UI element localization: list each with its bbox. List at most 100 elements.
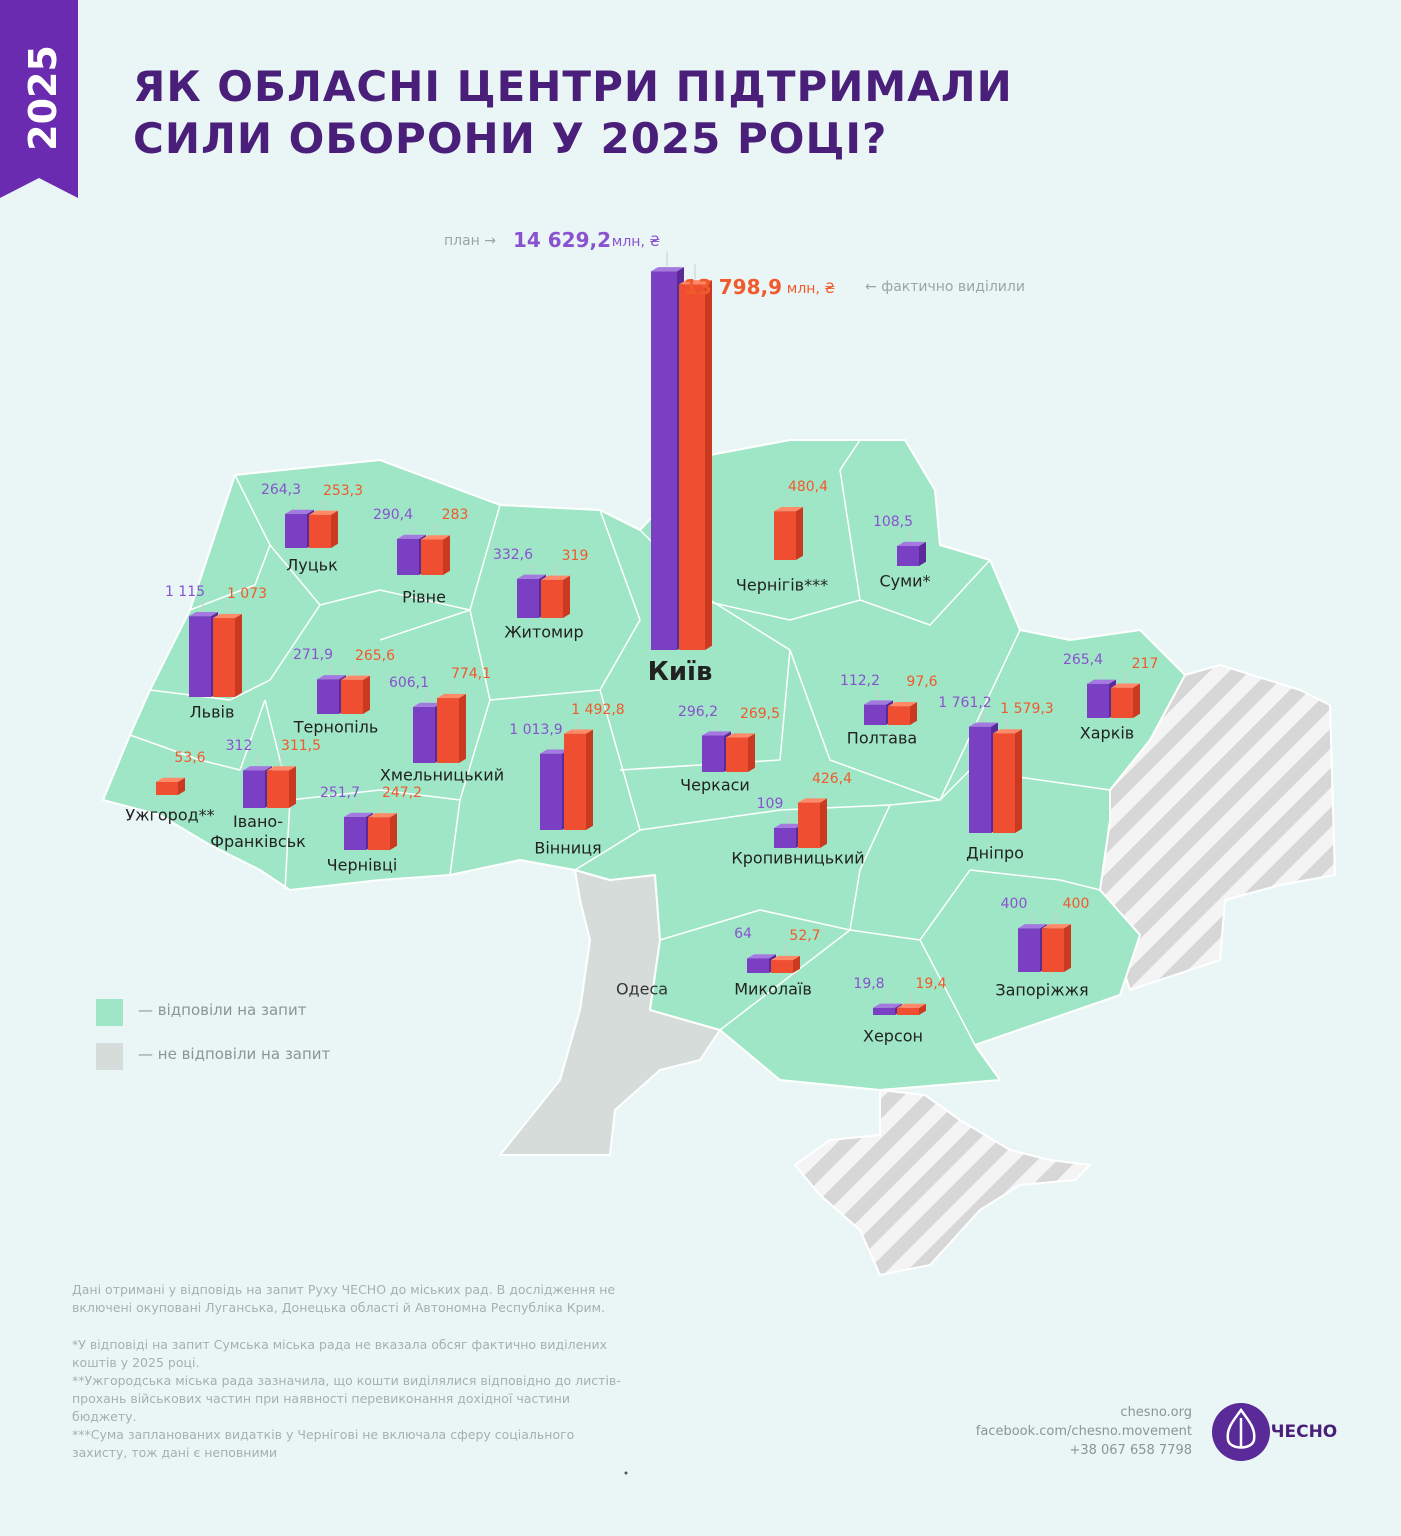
year-ribbon — [0, 0, 78, 198]
occupied-crimea — [794, 1089, 1091, 1276]
bar-top — [897, 1003, 926, 1008]
bar — [651, 271, 677, 650]
value-label: 606,1 — [388, 674, 430, 691]
bar — [702, 735, 724, 772]
footnote: *У відповіді на запит Сумська міська рад… — [72, 1337, 608, 1370]
bar-side — [919, 1003, 926, 1015]
legend-swatch-responded — [96, 999, 123, 1026]
value-label: 19,8 — [853, 975, 885, 992]
value-label: 290,4 — [372, 506, 414, 523]
contact-site: chesno.org — [1120, 1405, 1192, 1420]
city-name: Дніпро — [966, 843, 1024, 863]
bar-top — [189, 611, 218, 617]
city-name: Рівне — [402, 587, 446, 607]
bar-side — [1015, 729, 1022, 833]
bar-side — [331, 510, 338, 548]
bar-top — [156, 777, 185, 782]
city-name: Запоріжжя — [995, 980, 1089, 1000]
bar-top — [702, 731, 731, 736]
plan-unit: млн, ₴ — [611, 234, 661, 250]
bar-top — [541, 575, 570, 580]
value-label: 1 013,9 — [509, 721, 563, 738]
value-label: 217 — [1131, 655, 1159, 672]
bar — [679, 284, 705, 650]
city-name: Херсон — [862, 1026, 924, 1046]
contact-facebook: facebook.com/chesno.movement — [975, 1424, 1192, 1439]
bar — [774, 827, 796, 848]
bar-side — [586, 729, 593, 830]
value-label: 265,4 — [1062, 651, 1104, 668]
bar — [309, 514, 331, 548]
value-label: 311,5 — [280, 738, 322, 755]
bar — [897, 546, 919, 566]
value-label: 269,5 — [739, 705, 781, 722]
footnote: **Ужгородська міська рада зазначила, що … — [72, 1373, 621, 1424]
bar-top — [344, 812, 373, 817]
bar-top — [309, 510, 338, 515]
bar-top — [243, 766, 272, 771]
bar-top — [747, 954, 776, 959]
title-line-1: ЯК ОБЛАСНІ ЦЕНТРИ ПІДТРИМАЛИ — [133, 62, 1013, 111]
bar — [873, 1007, 895, 1015]
value-label: 332,6 — [492, 546, 534, 563]
value-label: 64 — [734, 926, 752, 943]
city-name: Кропивницький — [731, 848, 865, 868]
value-label: 480,4 — [787, 479, 829, 496]
bar-side — [1064, 924, 1071, 972]
value-label: 400 — [1062, 896, 1090, 913]
value-label: 1 115 — [164, 584, 206, 601]
city-name: Ужгород** — [125, 805, 215, 825]
bar-top — [421, 535, 450, 540]
bar — [747, 958, 769, 973]
bar-side — [1133, 683, 1140, 718]
bar-top — [285, 509, 314, 514]
kyiv-actual-value: 13 798,9 — [683, 275, 783, 299]
bar — [413, 706, 435, 763]
responded-regions — [102, 439, 1186, 1091]
city-name: Полтава — [846, 728, 918, 748]
city-name: Чернігів*** — [735, 575, 829, 595]
bar-top — [564, 729, 593, 734]
logo-garlic — [1226, 1407, 1256, 1449]
bar — [888, 706, 910, 725]
legend-not-responded: — не відповіли на запит — [138, 1045, 331, 1063]
bar-top — [437, 693, 466, 699]
bar — [993, 733, 1015, 833]
city-name: Луцьк — [286, 555, 338, 575]
bar — [774, 511, 796, 560]
bar-top — [317, 675, 346, 680]
value-label: 400 — [1000, 896, 1028, 913]
bar — [1042, 928, 1064, 972]
bar — [285, 513, 307, 548]
bar — [897, 1007, 919, 1015]
logo-text: ЧЕСНО — [1270, 1422, 1338, 1442]
city-name: Івано-Франківськ — [210, 812, 306, 851]
value-label: 271,9 — [292, 647, 334, 664]
contact-phone: +38 067 658 7798 — [1069, 1443, 1192, 1458]
bar-top — [774, 507, 803, 512]
bar-side — [910, 702, 917, 725]
city-name: Суми* — [879, 571, 931, 591]
value-label: 296,2 — [677, 703, 719, 720]
value-label: 109 — [756, 795, 784, 812]
value-label: 312 — [225, 738, 253, 755]
bar-side — [796, 507, 803, 560]
bar-top — [341, 675, 370, 680]
bar — [541, 579, 563, 618]
value-label: 1 761,2 — [938, 694, 992, 711]
bar-top — [969, 722, 998, 727]
city-name: Вінниця — [534, 838, 602, 858]
bar — [1018, 928, 1040, 972]
bar-side — [748, 733, 755, 772]
bar — [243, 770, 265, 808]
bar-side — [793, 955, 800, 973]
dot — [624, 1471, 628, 1475]
bar — [317, 679, 339, 714]
bar-top — [774, 823, 803, 828]
bar — [267, 770, 289, 808]
bar-top — [1018, 924, 1047, 929]
bar-top — [1111, 683, 1140, 688]
value-label: 53,6 — [174, 749, 206, 766]
bar-side — [363, 675, 370, 714]
